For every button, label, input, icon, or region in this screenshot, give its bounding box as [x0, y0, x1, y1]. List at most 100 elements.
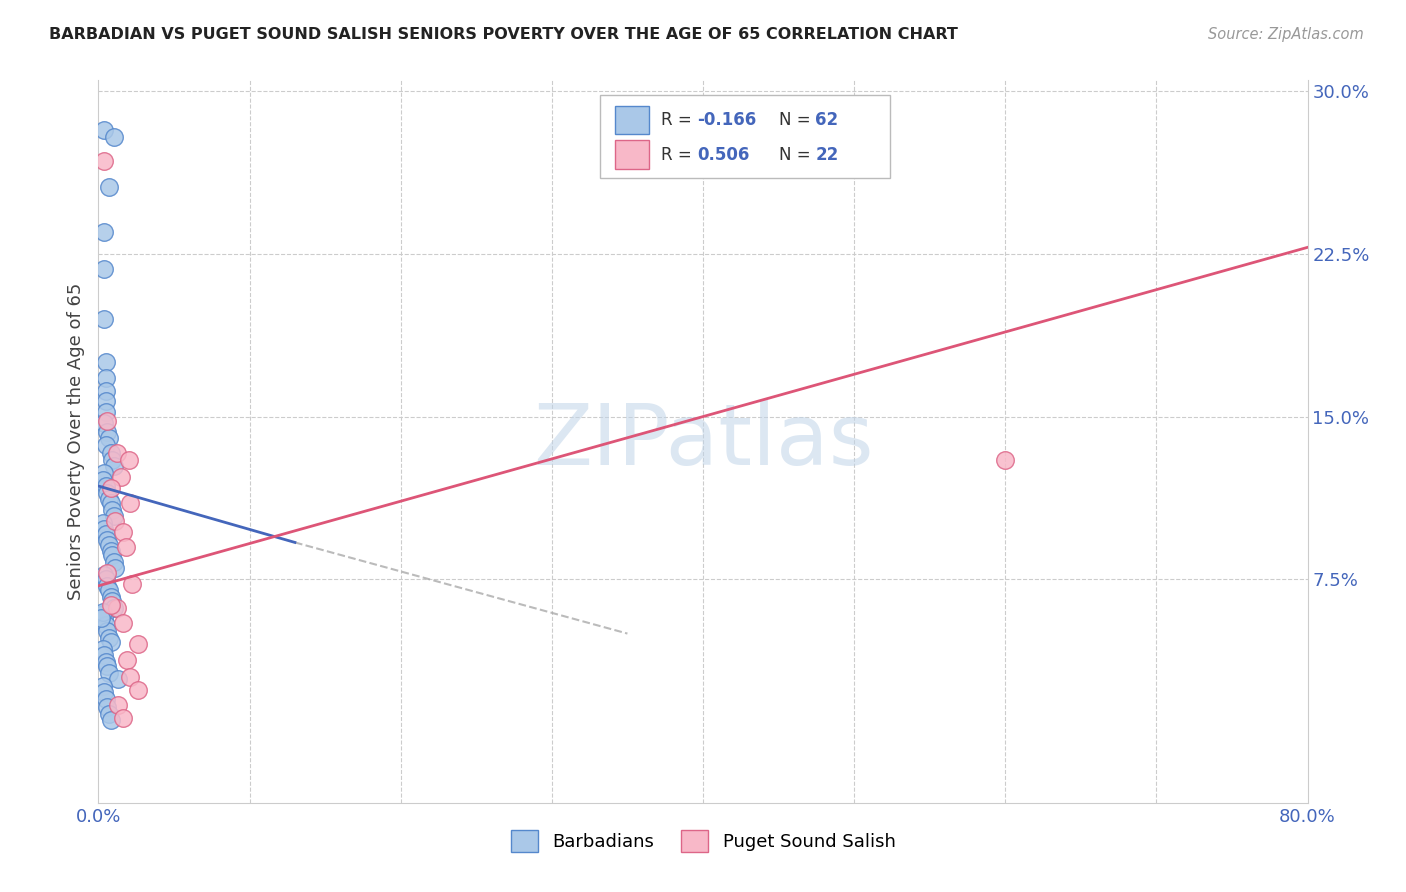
Point [94, 572, 117, 586]
Point [93, 416, 115, 430]
Point [127, 637, 149, 651]
Point [96, 533, 118, 548]
Point [100, 599, 122, 613]
Point [103, 509, 125, 524]
Point [94, 655, 117, 669]
Point [105, 446, 128, 460]
Point [101, 549, 124, 563]
Point [93, 648, 115, 663]
Point [93, 153, 115, 168]
Text: R =: R = [661, 145, 697, 164]
Point [94, 526, 117, 541]
Point [93, 262, 115, 277]
Point [127, 683, 149, 698]
Point [107, 672, 129, 686]
Point [93, 523, 115, 537]
Point [91, 641, 114, 656]
Point [93, 568, 115, 582]
Point [120, 670, 142, 684]
Text: -0.166: -0.166 [697, 111, 756, 129]
Point [94, 479, 117, 493]
Text: ZIPatlas: ZIPatlas [533, 400, 873, 483]
Point [98, 179, 121, 194]
Point [107, 698, 129, 713]
Point [104, 514, 127, 528]
Point [103, 129, 125, 144]
Point [98, 706, 121, 721]
Point [100, 481, 122, 495]
Legend: Barbadians, Puget Sound Salish: Barbadians, Puget Sound Salish [503, 822, 903, 859]
Point [96, 579, 118, 593]
Point [94, 618, 117, 632]
Point [93, 611, 115, 625]
Point [96, 700, 118, 714]
Point [96, 659, 118, 673]
Point [100, 446, 122, 460]
Point [90, 611, 112, 625]
Text: 22: 22 [815, 145, 839, 164]
Point [91, 516, 114, 530]
Y-axis label: Seniors Poverty Over the Age of 65: Seniors Poverty Over the Age of 65 [66, 283, 84, 600]
Point [98, 538, 121, 552]
Point [94, 405, 117, 419]
Text: N =: N = [779, 145, 815, 164]
Point [100, 544, 122, 558]
Point [98, 431, 121, 445]
Text: 0.506: 0.506 [697, 145, 749, 164]
Point [94, 355, 117, 369]
Point [100, 590, 122, 604]
Point [101, 594, 124, 608]
Point [100, 714, 122, 728]
Point [91, 605, 114, 619]
Point [94, 384, 117, 398]
Point [115, 652, 138, 666]
Point [110, 470, 132, 484]
Point [114, 540, 136, 554]
Bar [614, 140, 648, 169]
Point [96, 485, 118, 500]
Point [91, 607, 114, 621]
Point [93, 685, 115, 699]
Text: 62: 62 [815, 111, 838, 129]
Point [98, 631, 121, 645]
Point [111, 524, 134, 539]
FancyBboxPatch shape [600, 95, 890, 178]
Point [101, 503, 124, 517]
Point [994, 453, 1017, 467]
Point [98, 665, 121, 680]
Point [94, 394, 117, 409]
Point [98, 583, 121, 598]
Point [94, 438, 117, 452]
Point [100, 635, 122, 649]
Point [105, 600, 128, 615]
Point [96, 624, 118, 639]
Point [118, 453, 141, 467]
Point [111, 711, 134, 725]
Bar [614, 105, 648, 135]
Point [94, 691, 117, 706]
Point [96, 425, 118, 439]
Point [98, 491, 121, 506]
Point [100, 496, 122, 510]
Point [94, 370, 117, 384]
Point [101, 453, 124, 467]
Point [121, 576, 143, 591]
Text: BARBADIAN VS PUGET SOUND SALISH SENIORS POVERTY OVER THE AGE OF 65 CORRELATION C: BARBADIAN VS PUGET SOUND SALISH SENIORS … [49, 27, 957, 42]
Point [93, 225, 115, 239]
Point [104, 561, 127, 575]
Point [111, 615, 134, 630]
Point [103, 459, 125, 474]
Point [93, 466, 115, 480]
Point [103, 600, 125, 615]
Text: N =: N = [779, 111, 815, 129]
Point [96, 414, 118, 428]
Point [93, 123, 115, 137]
Point [91, 679, 114, 693]
Point [91, 473, 114, 487]
Point [96, 566, 118, 580]
Point [120, 496, 142, 510]
Point [103, 555, 125, 569]
Point [93, 312, 115, 326]
Text: Source: ZipAtlas.com: Source: ZipAtlas.com [1208, 27, 1364, 42]
Text: R =: R = [661, 111, 697, 129]
